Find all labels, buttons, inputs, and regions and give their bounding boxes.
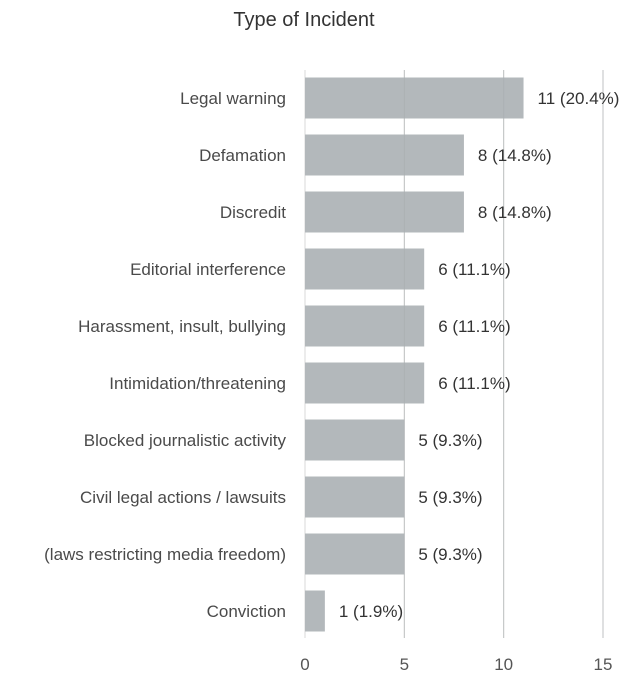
category-label: Blocked journalistic activity xyxy=(84,431,287,450)
category-label: Civil legal actions / lawsuits xyxy=(80,488,286,507)
data-label: 5 (9.3%) xyxy=(418,431,482,450)
data-label: 1 (1.9%) xyxy=(339,602,403,621)
bar-layer xyxy=(305,70,604,638)
data-label: 6 (11.1%) xyxy=(438,260,510,279)
data-label: 6 (11.1%) xyxy=(438,317,510,336)
bar xyxy=(305,419,405,461)
x-tick-label: 0 xyxy=(300,655,309,674)
bar xyxy=(305,476,405,518)
category-label: (laws restricting media freedom) xyxy=(44,545,286,564)
x-tick-label: 5 xyxy=(400,655,409,674)
x-tick-label: 15 xyxy=(594,655,613,674)
bar xyxy=(305,362,425,404)
data-label: 11 (20.4%) xyxy=(538,89,620,108)
chart-title: Type of Incident xyxy=(233,9,375,31)
data-label: 8 (14.8%) xyxy=(478,203,552,222)
axis-layer: 0 5 10 15 xyxy=(300,655,612,674)
data-label: 5 (9.3%) xyxy=(418,488,482,507)
bar xyxy=(305,590,325,632)
category-label: Intimidation/threatening xyxy=(109,374,286,393)
category-label: Legal warning xyxy=(180,89,286,108)
category-label: Defamation xyxy=(199,146,286,165)
data-label: 8 (14.8%) xyxy=(478,146,552,165)
category-label: Editorial interference xyxy=(130,260,286,279)
category-label: Discredit xyxy=(220,203,286,222)
label-layer: Legal warning 11 (20.4%) Defamation 8 (14.8… xyxy=(44,89,619,621)
bar xyxy=(305,533,405,575)
bar xyxy=(305,305,425,347)
bar xyxy=(305,248,425,290)
bar xyxy=(305,191,464,233)
bar xyxy=(305,134,464,176)
category-label: Conviction xyxy=(207,602,286,621)
data-label: 5 (9.3%) xyxy=(418,545,482,564)
data-label: 6 (11.1%) xyxy=(438,374,510,393)
category-label: Harassment, insult, bullying xyxy=(78,317,286,336)
bar xyxy=(305,77,524,119)
x-tick-label: 10 xyxy=(494,655,513,674)
